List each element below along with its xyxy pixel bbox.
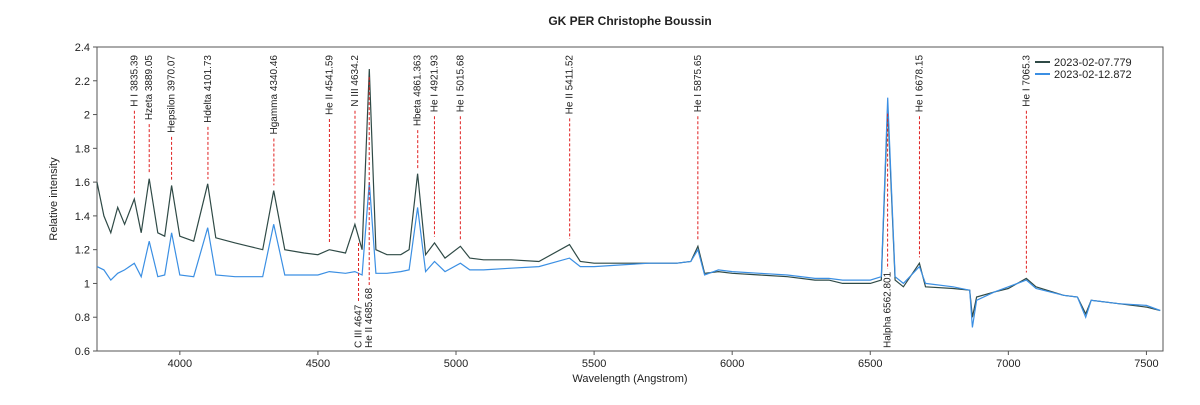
- x-tick-label: 4500: [306, 358, 330, 370]
- y-tick-label: 2: [84, 110, 90, 122]
- y-tick-label: 1.8: [75, 143, 90, 155]
- annotation-label: Halpha 6562.801: [883, 271, 894, 348]
- y-tick-label: 2.4: [75, 42, 90, 54]
- annotation-label: He I 6678.15: [914, 55, 925, 113]
- annotation-label: He II 4685.68: [364, 288, 375, 348]
- annotation-label: Hbeta 4861.363: [413, 55, 424, 127]
- y-tick-label: 1: [84, 278, 90, 290]
- x-axis-label: Wavelength (Angstrom): [572, 373, 687, 385]
- legend-label: 2023-02-12.872: [1054, 69, 1132, 81]
- y-tick-label: 0.6: [75, 346, 90, 358]
- x-tick-label: 5500: [582, 358, 606, 370]
- y-tick-label: 1.2: [75, 245, 90, 257]
- annotation-label: Hdelta 4101.73: [203, 55, 214, 123]
- annotation-label: He I 5875.65: [693, 55, 704, 113]
- x-tick-label: 4000: [168, 358, 192, 370]
- annotation-label: He II 4541.59: [324, 55, 335, 115]
- y-axis-label: Relative intensity: [48, 157, 60, 241]
- y-tick-label: 1.4: [75, 211, 90, 223]
- series-line: [96, 97, 1161, 328]
- legend-label: 2023-02-07.779: [1054, 57, 1132, 69]
- series-line: [96, 68, 1161, 318]
- chart-title: GK PER Christophe Boussin: [548, 14, 711, 28]
- y-tick-label: 0.8: [75, 312, 90, 324]
- annotation-label: He I 7065.3: [1021, 55, 1032, 107]
- annotation-label: Hzeta 3889.05: [144, 55, 155, 120]
- x-tick-label: 6000: [720, 358, 744, 370]
- y-tick-label: 1.6: [75, 177, 90, 189]
- annotation-label: C III 4647: [354, 304, 365, 348]
- x-tick-label: 7500: [1134, 358, 1158, 370]
- annotation-label: Hgamma 4340.46: [269, 55, 280, 135]
- annotation-label: He II 5411.52: [565, 55, 576, 115]
- x-tick-label: 6500: [858, 358, 882, 370]
- annotation-label: N III 4634.2: [350, 55, 361, 107]
- x-tick-label: 5000: [444, 358, 468, 370]
- plot-frame: [96, 46, 1164, 352]
- annotation-label: H I 3835.39: [129, 55, 140, 107]
- annotation-label: He I 5015.68: [455, 55, 466, 113]
- annotation-label: Hepsilon 3970.07: [167, 55, 178, 133]
- x-tick-label: 7000: [996, 358, 1020, 370]
- annotation-label: He I 4921.93: [429, 55, 440, 113]
- y-tick-label: 2.2: [75, 76, 90, 88]
